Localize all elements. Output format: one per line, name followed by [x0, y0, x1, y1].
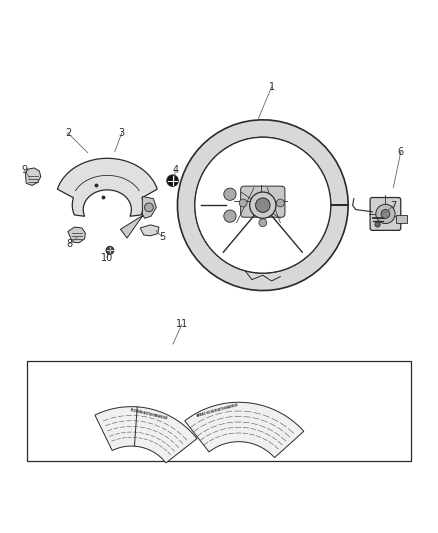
Circle shape [259, 219, 267, 227]
Polygon shape [57, 158, 157, 216]
Polygon shape [140, 225, 159, 236]
Polygon shape [68, 227, 85, 243]
Polygon shape [177, 120, 348, 290]
Circle shape [256, 198, 270, 213]
Circle shape [195, 138, 331, 273]
Circle shape [224, 188, 236, 200]
Circle shape [224, 210, 236, 222]
FancyBboxPatch shape [396, 215, 407, 223]
Text: 3: 3 [119, 128, 125, 138]
Text: 6: 6 [398, 147, 404, 157]
Text: 7: 7 [390, 201, 396, 211]
Polygon shape [185, 402, 304, 458]
Polygon shape [142, 197, 156, 219]
Circle shape [167, 175, 178, 187]
Polygon shape [120, 207, 153, 238]
Text: AIRBAG-SICHERHEITSHINWEISE: AIRBAG-SICHERHEITSHINWEISE [196, 403, 239, 418]
Text: 9: 9 [21, 165, 27, 175]
Polygon shape [95, 407, 197, 463]
Circle shape [106, 246, 114, 254]
Text: 10: 10 [101, 253, 113, 263]
Circle shape [381, 209, 390, 219]
Circle shape [145, 203, 153, 212]
Text: 11: 11 [176, 319, 188, 329]
Circle shape [376, 204, 395, 223]
Text: SICHERHEITSHINWEISE: SICHERHEITSHINWEISE [130, 408, 168, 420]
FancyBboxPatch shape [240, 186, 285, 217]
Circle shape [276, 199, 284, 207]
Text: 4: 4 [172, 165, 178, 175]
FancyBboxPatch shape [370, 198, 401, 230]
Circle shape [375, 222, 380, 227]
Circle shape [250, 192, 276, 219]
Polygon shape [25, 168, 41, 185]
Circle shape [239, 199, 247, 207]
Text: 1: 1 [268, 82, 275, 92]
FancyBboxPatch shape [27, 361, 411, 462]
Text: 5: 5 [159, 232, 165, 242]
Text: 8: 8 [66, 239, 72, 249]
Text: 2: 2 [65, 128, 71, 138]
